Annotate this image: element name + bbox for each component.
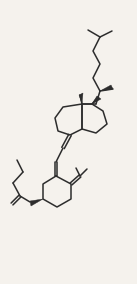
Polygon shape: [30, 199, 43, 206]
Polygon shape: [79, 93, 83, 104]
Polygon shape: [92, 96, 101, 104]
Polygon shape: [100, 85, 113, 91]
